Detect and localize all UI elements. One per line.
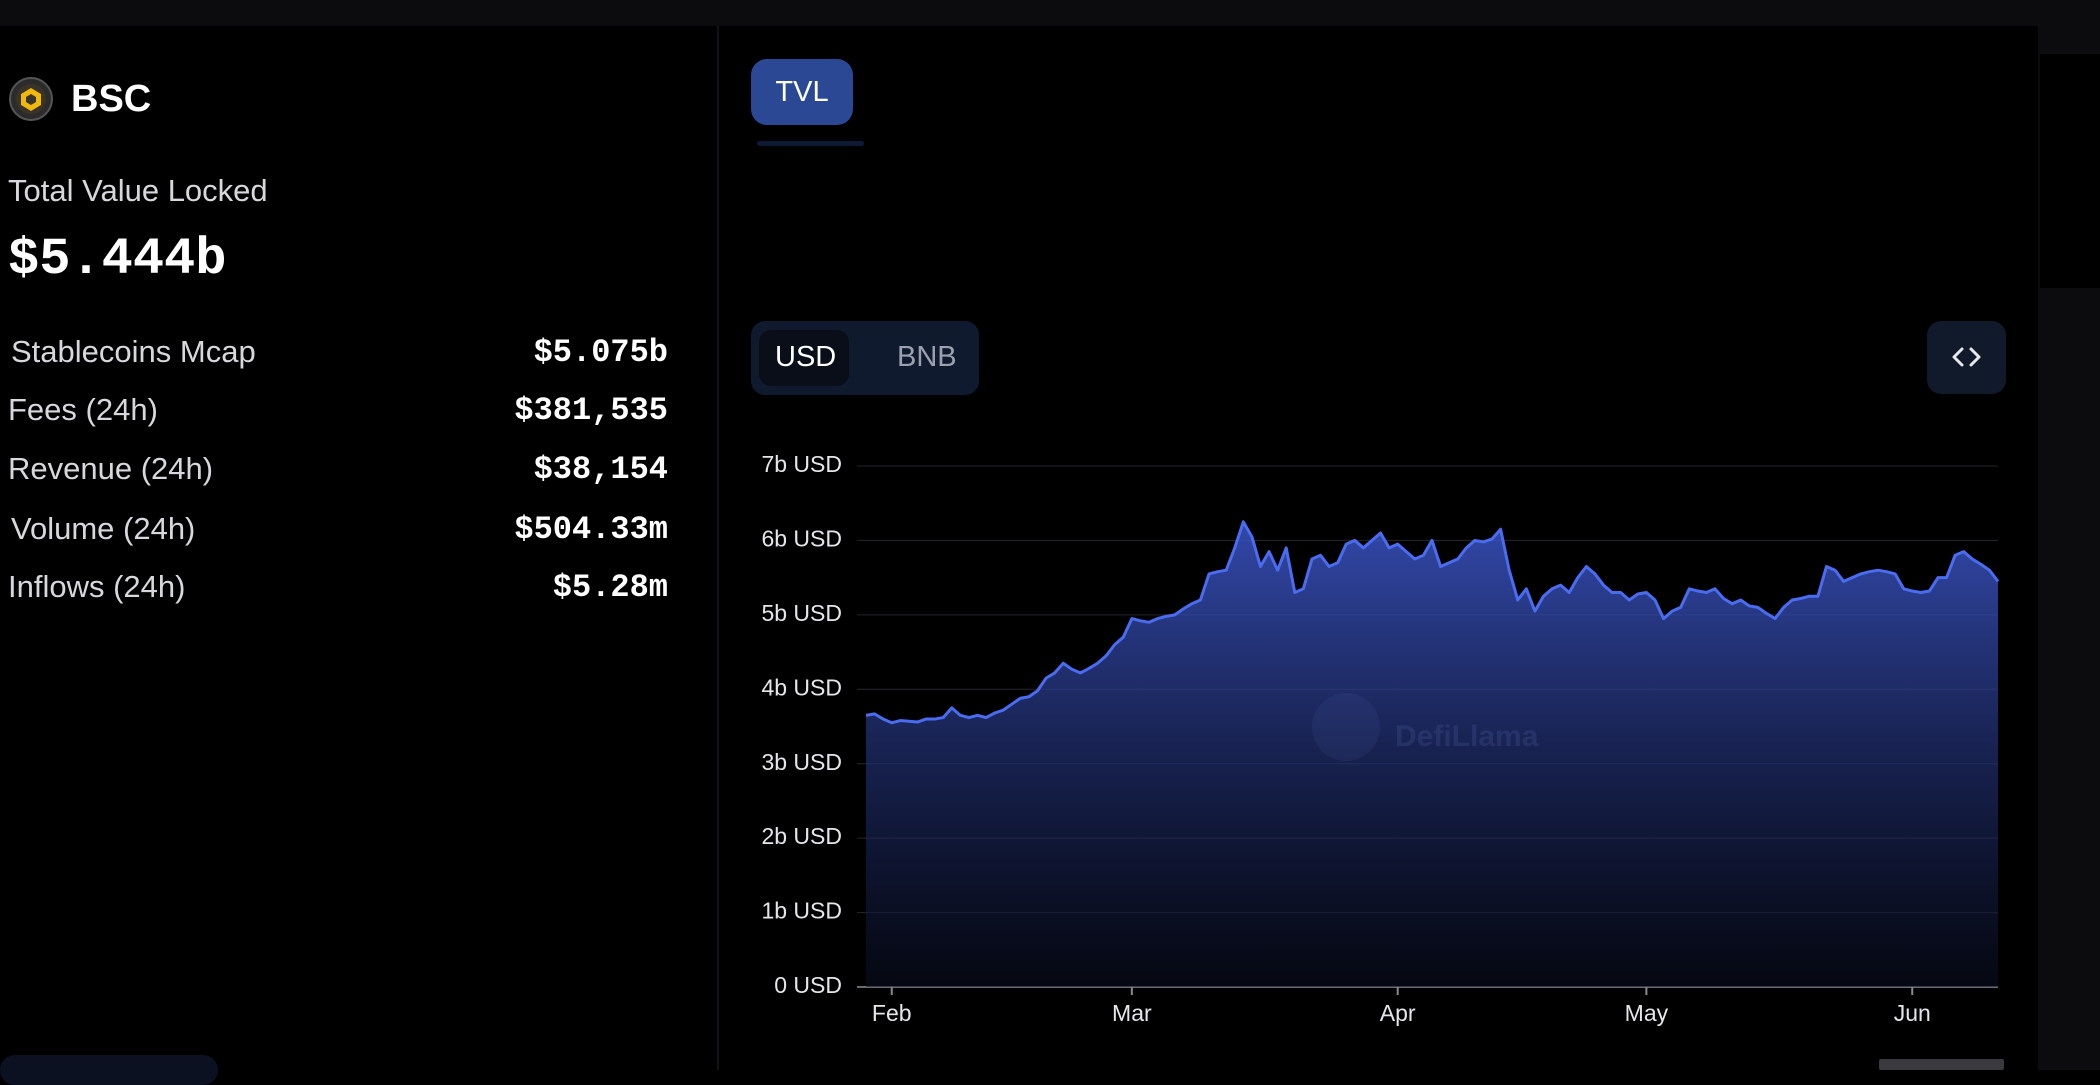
stat-value: $5.28m (552, 569, 668, 606)
stat-label: Inflows (24h) (8, 569, 186, 604)
stat-label: Fees (24h) (8, 392, 158, 427)
chain-icon (9, 77, 53, 121)
y-tick-label: 1b USD (761, 898, 842, 924)
x-tick-label: Mar (1112, 1000, 1152, 1026)
area-fill (866, 521, 1998, 987)
scroll-handle[interactable] (1879, 1059, 2004, 1070)
chain-name: BSC (71, 78, 152, 120)
tab-indicator (757, 141, 864, 146)
y-tick-label: 5b USD (761, 600, 842, 626)
y-tick-label: 0 USD (774, 972, 842, 998)
y-tick-label: 4b USD (761, 674, 842, 700)
y-tick-label: 3b USD (761, 749, 842, 775)
x-tick-label: Feb (872, 1000, 912, 1026)
stat-label: Stablecoins Mcap (11, 334, 256, 369)
top-bar (0, 0, 2100, 26)
embed-button[interactable] (1927, 321, 2006, 394)
stat-value: $504.33m (514, 511, 668, 548)
tvl-label: Total Value Locked (8, 173, 268, 208)
x-tick-label: Apr (1380, 1000, 1416, 1026)
y-tick-label: 6b USD (761, 526, 842, 552)
tab[interactable]: TVL (751, 59, 853, 125)
embed-icon (1952, 347, 1981, 367)
side-box (2040, 54, 2100, 288)
toggle-option[interactable]: BNB (897, 341, 957, 373)
area-line (865, 520, 2000, 725)
y-tick-label: 2b USD (761, 823, 842, 849)
stat-label: Revenue (24h) (8, 451, 214, 486)
toggle-option[interactable]: USD (775, 341, 837, 373)
y-tick-label: 7b USD (761, 451, 842, 477)
stat-value: $38,154 (533, 451, 668, 488)
x-tick-label: Jun (1894, 1000, 1931, 1026)
stat-value: $5.075b (533, 334, 668, 371)
toggle-selected[interactable] (759, 330, 849, 386)
divider (717, 26, 719, 1070)
x-tick-label: May (1625, 1000, 1669, 1026)
stat-value: $381,535 (514, 392, 668, 429)
tvl-value: $5.444b (8, 230, 227, 289)
stat-label: Volume (24h) (11, 511, 196, 546)
